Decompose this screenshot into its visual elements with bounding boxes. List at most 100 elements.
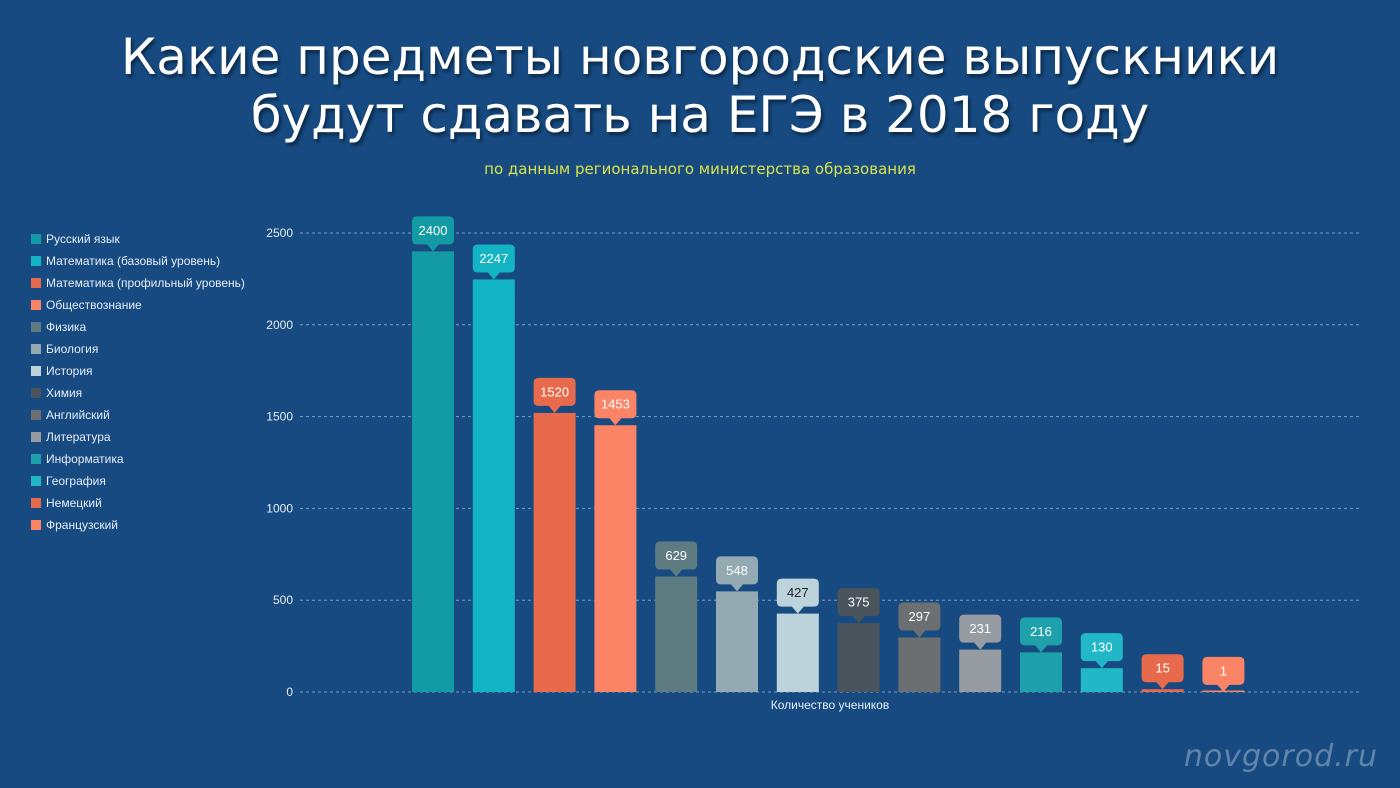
data-label-bubble [716, 556, 758, 592]
x-axis-label: Количество учеников [771, 698, 889, 712]
legend-item: Биология [31, 338, 245, 360]
legend-label: Французский [46, 518, 118, 532]
data-label-text: 375 [848, 595, 870, 610]
data-label-text: 216 [1030, 624, 1052, 639]
legend-item: Математика (базовый уровень) [31, 250, 245, 272]
watermark: novgorod.ru [1183, 739, 1378, 774]
data-label-bubble [837, 588, 880, 624]
bar [472, 279, 515, 692]
data-label: 15 [1141, 654, 1184, 690]
data-label-text: 2400 [419, 223, 448, 238]
legend-swatch [31, 344, 41, 354]
legend-label: Литература [46, 430, 111, 444]
data-label-text: 130 [1091, 640, 1113, 655]
bar [837, 623, 880, 692]
legend-item: Информатика [31, 448, 245, 470]
legend-label: Немецкий [46, 496, 102, 510]
y-tick-label: 1000 [266, 501, 293, 515]
legend-label: Физика [46, 320, 87, 334]
page-title: Какие предметы новгородские выпускники б… [0, 28, 1400, 144]
legend-label: Химия [46, 386, 83, 400]
data-label-bubble [533, 377, 576, 413]
bar [898, 637, 941, 692]
legend-swatch [31, 300, 41, 310]
data-label-text: 1453 [601, 397, 630, 412]
data-label: 629 [655, 541, 698, 577]
data-label-bubble [1141, 654, 1184, 690]
data-label: 1453 [594, 390, 637, 426]
data-label: 375 [837, 588, 880, 624]
legend-label: История [46, 364, 93, 378]
data-label: 216 [1020, 617, 1062, 653]
data-label: 231 [959, 614, 1002, 650]
data-label-text: 2247 [479, 251, 508, 266]
data-label: 548 [716, 556, 758, 592]
y-tick-label: 1500 [266, 410, 293, 424]
data-label-bubble [776, 578, 819, 614]
bar [959, 649, 1002, 692]
bar [716, 591, 758, 692]
data-label-text: 427 [787, 585, 809, 600]
data-label-bubble [412, 216, 454, 252]
legend-item: Математика (профильный уровень) [31, 272, 245, 294]
legend-swatch [31, 366, 41, 376]
legend-item: История [31, 360, 245, 382]
data-label-text: 297 [909, 609, 931, 624]
legend-swatch [31, 454, 41, 464]
legend-swatch [31, 256, 41, 266]
legend-item: Физика [31, 316, 245, 338]
data-label: 427 [776, 578, 819, 614]
legend-item: Немецкий [31, 492, 245, 514]
legend-swatch [31, 410, 41, 420]
bar [1080, 668, 1123, 692]
data-label-text: 231 [969, 621, 991, 636]
legend-swatch [31, 498, 41, 508]
legend-item: Английский [31, 404, 245, 426]
legend-label: Английский [46, 408, 110, 422]
data-label-text: 1520 [540, 384, 569, 399]
legend-item: Химия [31, 382, 245, 404]
legend-label: Математика (базовый уровень) [46, 254, 221, 268]
legend-label: Русский язык [46, 232, 120, 246]
data-label: 297 [898, 602, 941, 638]
data-label-text: 1 [1220, 663, 1227, 678]
chart-legend: Русский язык Математика (базовый уровень)… [31, 228, 245, 536]
legend-swatch [31, 278, 41, 288]
data-label-bubble [1080, 633, 1123, 669]
y-tick-label: 2000 [266, 318, 293, 332]
title-line-2: будут сдавать на ЕГЭ в 2018 году [250, 86, 1150, 144]
legend-label: География [46, 474, 106, 488]
legend-item: Литература [31, 426, 245, 448]
legend-item: Французский [31, 514, 245, 536]
data-label-bubble [959, 614, 1002, 650]
legend-swatch [31, 322, 41, 332]
data-label-bubble [1020, 617, 1062, 653]
data-label-bubble [898, 602, 941, 638]
bar [655, 576, 698, 692]
data-label-bubble [594, 390, 637, 426]
legend-label: Информатика [46, 452, 124, 466]
data-label-bubble [472, 244, 515, 280]
legend-item: Обществознание [31, 294, 245, 316]
data-label-bubble [1202, 656, 1245, 692]
legend-label: Биология [46, 342, 99, 356]
y-tick-label: 0 [286, 685, 293, 699]
y-tick-label: 500 [273, 593, 293, 607]
legend-swatch [31, 520, 41, 530]
y-tick-label: 2500 [266, 226, 293, 240]
legend-swatch [31, 476, 41, 486]
data-label: 1 [1202, 656, 1245, 692]
data-label-text: 15 [1155, 661, 1169, 676]
legend-swatch [31, 388, 41, 398]
bar [594, 425, 637, 692]
legend-label: Математика (профильный уровень) [46, 276, 245, 290]
legend-item: География [31, 470, 245, 492]
title-line-1: Какие предметы новгородские выпускники [120, 28, 1280, 86]
data-label-text: 629 [665, 548, 687, 563]
page-subtitle: по данным регионального министерства обр… [484, 160, 916, 178]
legend-label: Обществознание [46, 298, 142, 312]
bar [1020, 652, 1062, 692]
bar [533, 412, 576, 692]
bar [1141, 689, 1184, 692]
